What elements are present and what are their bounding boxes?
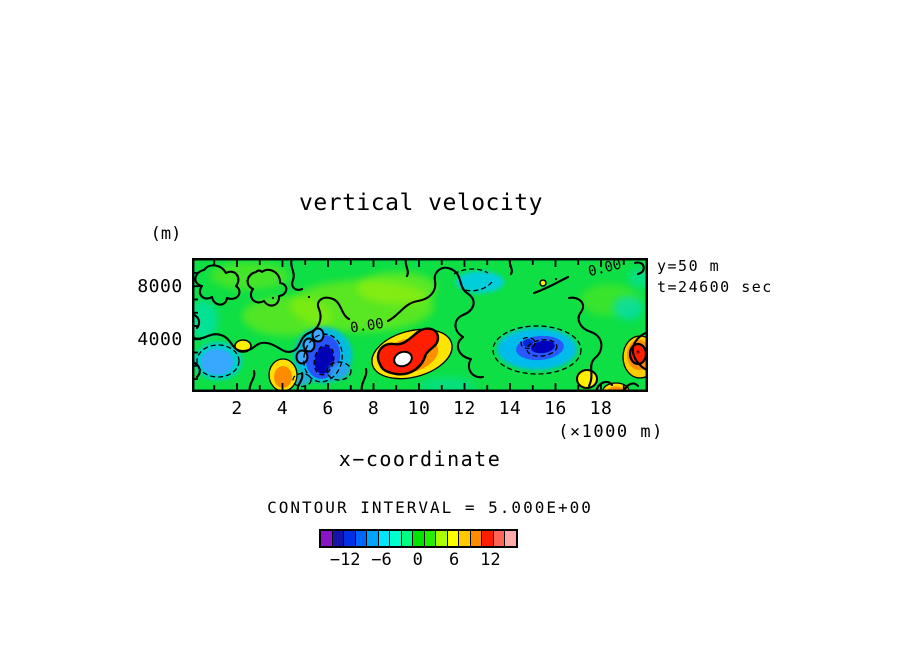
- colorbar-cell-16: [505, 531, 516, 546]
- axis-tick-marks: [194, 260, 625, 390]
- downdraft-right-core: [531, 340, 555, 354]
- colorbar-cell-6: [390, 531, 402, 546]
- colorbar-label-12: 12: [480, 550, 501, 570]
- yellow-cell-right: [576, 369, 598, 389]
- x-tick-label-8: 8: [367, 398, 380, 419]
- dashed-negative-contours: [196, 268, 582, 388]
- contour-fill-features: [194, 271, 648, 392]
- contour-interval-note: CONTOUR INTERVAL = 5.000E+00: [267, 498, 593, 517]
- colorbar-cell-10: [436, 531, 448, 546]
- updraft-orange-core: [274, 366, 292, 388]
- colorbar-cell-13: [470, 531, 482, 546]
- colorbar-cell-2: [344, 531, 356, 546]
- colorbar-label-−12: −12: [329, 550, 361, 570]
- downdraft-right-core2: [523, 339, 533, 347]
- blue-cell-2: [302, 337, 316, 353]
- colorbar: [319, 529, 518, 548]
- updraft-edge-dot: [636, 350, 640, 354]
- x-tick-label-16: 16: [544, 398, 567, 419]
- contour-label-mid: 0.00: [349, 316, 385, 337]
- x-tick-label-10: 10: [407, 398, 431, 419]
- x-tick-label-4: 4: [276, 398, 289, 419]
- plot-frame: [192, 258, 648, 392]
- colorbar-cell-5: [378, 531, 390, 546]
- blue-cell-1: [295, 349, 309, 365]
- yellow-speck-aloft: [539, 279, 547, 287]
- colorbar-cell-1: [332, 531, 344, 546]
- colorbar-cell-0: [321, 531, 333, 546]
- colorbar-cell-7: [401, 531, 413, 546]
- updraft-main-white-core: [393, 350, 413, 368]
- y-tick-label-4000: 4000: [137, 328, 183, 350]
- x-axis-unit: (×1000 m): [558, 422, 664, 442]
- slice-annotation: y=50 m: [657, 257, 721, 275]
- colorbar-label-6: 6: [448, 550, 460, 570]
- colorbar-cell-15: [493, 531, 505, 546]
- colorbar-label-−6: −6: [371, 550, 392, 570]
- time-annotation: t=24600 sec: [657, 278, 773, 296]
- colorbar-cell-11: [447, 531, 459, 546]
- speck-2: [307, 295, 311, 299]
- downdraft-main-core: [314, 346, 334, 374]
- color-wash-layer: [192, 262, 648, 392]
- colorbar-cell-14: [482, 531, 494, 546]
- speck-1: [271, 296, 275, 300]
- downdraft-aloft-cyan: [456, 271, 504, 293]
- speck-3: [554, 277, 558, 281]
- colorbar-label-0: 0: [412, 550, 423, 570]
- colorbar-cell-4: [367, 531, 379, 546]
- colorbar-cell-8: [413, 531, 425, 546]
- x-tick-label-12: 12: [453, 398, 476, 419]
- x-tick-label-2: 2: [231, 398, 243, 419]
- colorbar-cell-9: [424, 531, 436, 546]
- y-axis-unit: (m): [150, 224, 182, 244]
- colorbar-cell-3: [355, 531, 367, 546]
- contour-plot-panel: 0.00 0.00: [192, 258, 648, 392]
- y-tick-label-8000: 8000: [137, 275, 183, 297]
- chart-title: vertical velocity: [299, 190, 543, 216]
- x-tick-label-18: 18: [589, 398, 613, 419]
- downdraft-lowerleft-core: [201, 349, 233, 375]
- x-tick-label-14: 14: [498, 398, 522, 419]
- colorbar-cell-12: [459, 531, 471, 546]
- x-axis-label: x−coordinate: [338, 447, 502, 471]
- x-tick-label-6: 6: [322, 398, 334, 419]
- blue-patch-right: [328, 363, 350, 379]
